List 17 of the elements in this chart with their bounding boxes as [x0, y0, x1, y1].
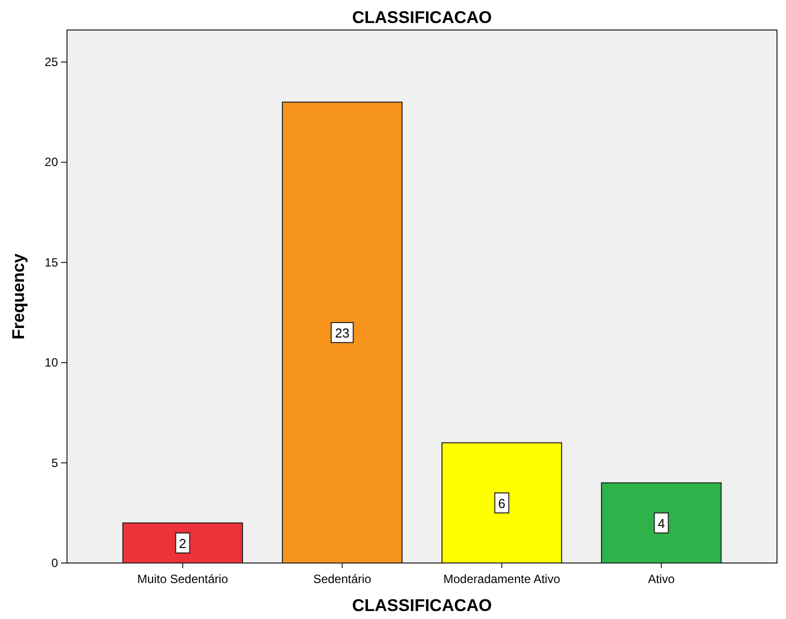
data-label: 23 — [334, 326, 350, 341]
x-axis-title: CLASSIFICACAO — [352, 596, 492, 615]
y-tick-label: 15 — [44, 255, 58, 270]
x-tick-label: Ativo — [648, 572, 675, 586]
x-tick-label: Muito Sedentário — [137, 572, 228, 586]
x-tick-label: Moderadamente Ativo — [443, 572, 560, 586]
data-label: 6 — [498, 496, 506, 511]
y-tick-label: 10 — [44, 356, 58, 370]
y-tick-label: 5 — [51, 456, 58, 470]
x-tick-label: Sedentário — [313, 572, 372, 586]
data-label: 4 — [658, 516, 665, 531]
y-tick-label: 0 — [51, 556, 58, 570]
y-tick-label: 25 — [44, 55, 58, 70]
chart-title: CLASSIFICACAO — [352, 8, 492, 27]
y-axis-title: Frequency — [9, 252, 28, 340]
data-label: 2 — [179, 536, 186, 551]
y-tick-label: 20 — [44, 155, 58, 170]
